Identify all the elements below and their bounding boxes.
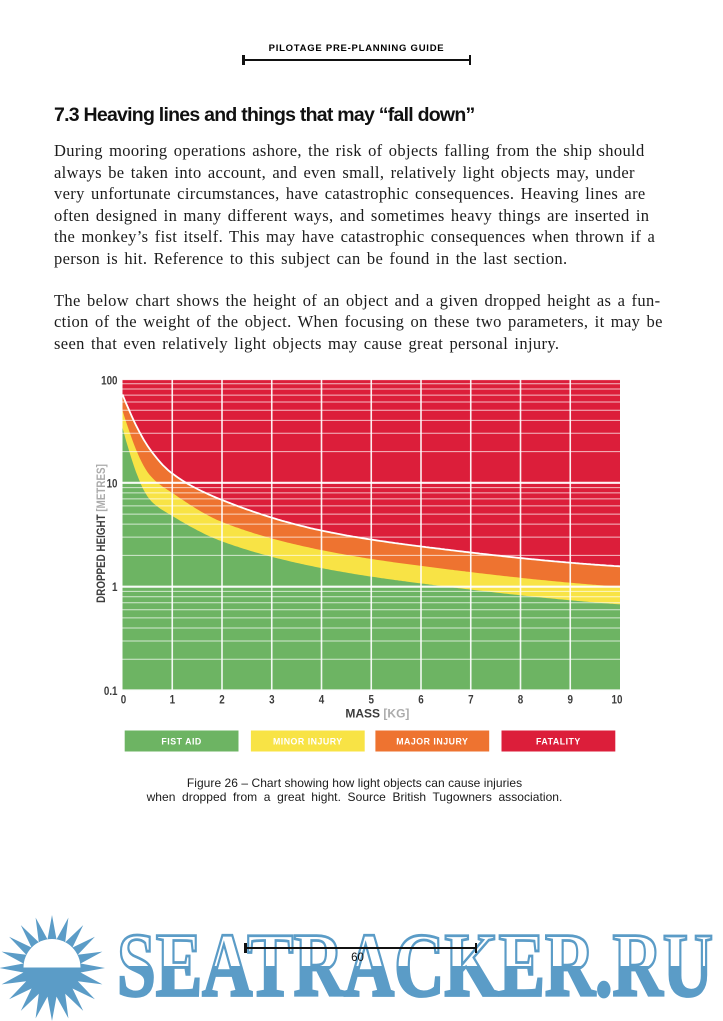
svg-text:100: 100: [101, 374, 117, 387]
svg-text:0.1: 0.1: [104, 685, 118, 698]
svg-text:5: 5: [368, 694, 373, 707]
svg-text:4: 4: [319, 694, 325, 707]
svg-text:10: 10: [611, 694, 622, 707]
svg-text:SEATRACKER.RU: SEATRACKER.RU: [117, 915, 713, 1016]
svg-text:7: 7: [468, 694, 473, 707]
svg-text:6: 6: [418, 694, 423, 707]
svg-text:10: 10: [107, 478, 118, 491]
svg-text:3: 3: [269, 694, 274, 707]
svg-text:DROPPED HEIGHT [METRES]: DROPPED HEIGHT [METRES]: [95, 464, 108, 603]
svg-text:1: 1: [170, 694, 175, 707]
svg-text:FIST AID: FIST AID: [161, 737, 201, 747]
svg-text:MAJOR INJURY: MAJOR INJURY: [396, 737, 468, 747]
svg-text:MASS [KG]: MASS [KG]: [345, 707, 409, 721]
svg-text:9: 9: [568, 694, 573, 707]
svg-text:MINOR INJURY: MINOR INJURY: [273, 737, 343, 747]
svg-text:FATALITY: FATALITY: [536, 737, 581, 747]
svg-text:0: 0: [121, 694, 126, 707]
svg-text:2: 2: [219, 694, 224, 707]
svg-text:8: 8: [518, 694, 523, 707]
svg-text:1: 1: [112, 581, 117, 594]
